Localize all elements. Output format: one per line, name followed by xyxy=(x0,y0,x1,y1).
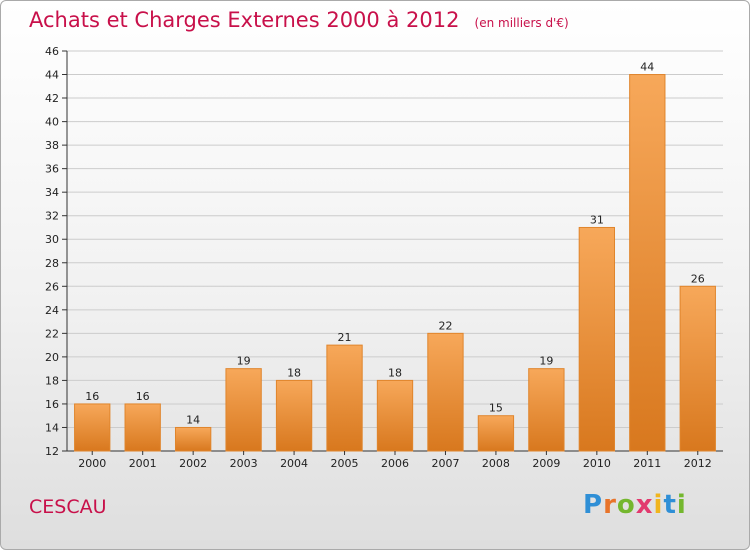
x-tick-label: 2004 xyxy=(280,457,308,470)
logo-letter: i xyxy=(676,490,687,520)
bar-value-label: 16 xyxy=(136,390,150,403)
y-tick-label: 40 xyxy=(45,116,59,129)
x-tick-label: 2002 xyxy=(179,457,207,470)
x-tick-label: 2006 xyxy=(381,457,409,470)
bar xyxy=(225,368,262,452)
bar-value-label: 18 xyxy=(388,366,402,379)
y-tick-label: 12 xyxy=(45,445,59,458)
y-tick-label: 42 xyxy=(45,92,59,105)
y-tick-label: 38 xyxy=(45,139,59,152)
bar xyxy=(578,226,616,452)
x-tick-label: 2007 xyxy=(431,457,459,470)
x-tick-label: 2008 xyxy=(482,457,510,470)
y-tick-label: 30 xyxy=(45,233,59,246)
bar xyxy=(376,379,414,452)
logo-letter: i xyxy=(653,490,664,520)
y-tick-label: 26 xyxy=(45,280,59,293)
y-tick-label: 14 xyxy=(45,421,59,434)
y-tick-label: 46 xyxy=(45,45,59,58)
bar xyxy=(629,74,666,452)
bar-value-label: 31 xyxy=(590,213,604,226)
x-tick-label: 2011 xyxy=(633,457,661,470)
x-tick-label: 2012 xyxy=(684,457,712,470)
proxiti-logo: Proxiti xyxy=(583,490,687,520)
logo-letter: x xyxy=(635,490,654,520)
bar-value-label: 18 xyxy=(287,366,301,379)
y-tick-label: 22 xyxy=(45,327,59,340)
bar xyxy=(679,285,716,452)
y-tick-label: 16 xyxy=(45,398,59,411)
chart-title: Achats et Charges Externes 2000 à 2012 (… xyxy=(29,8,569,32)
chart-unit-note: (en milliers d'€) xyxy=(474,16,569,30)
bar-value-label: 19 xyxy=(237,355,251,368)
bar-value-label: 44 xyxy=(640,61,654,74)
logo-letter: t xyxy=(663,490,677,520)
bar xyxy=(174,426,212,452)
x-tick-label: 2003 xyxy=(230,457,258,470)
y-tick-label: 44 xyxy=(45,69,59,82)
x-tick-label: 2009 xyxy=(532,457,560,470)
bar-value-label: 22 xyxy=(438,319,452,332)
bar xyxy=(275,379,313,452)
bar-value-label: 21 xyxy=(338,331,352,344)
bar-value-label: 26 xyxy=(691,272,705,285)
y-tick-label: 32 xyxy=(45,210,59,223)
logo-letter: r xyxy=(603,490,617,520)
bar-value-label: 14 xyxy=(186,413,200,426)
bar-value-label: 16 xyxy=(85,390,99,403)
chart-title-text: Achats et Charges Externes 2000 à 2012 xyxy=(29,8,460,32)
bar-value-label: 15 xyxy=(489,402,503,415)
y-tick-label: 20 xyxy=(45,351,59,364)
y-tick-label: 28 xyxy=(45,257,59,270)
commune-name: CESCAU xyxy=(29,496,107,518)
y-tick-label: 34 xyxy=(45,186,59,199)
x-tick-label: 2005 xyxy=(331,457,359,470)
x-tick-label: 2000 xyxy=(78,457,106,470)
y-tick-label: 18 xyxy=(45,374,59,387)
bar xyxy=(427,332,464,452)
y-tick-label: 24 xyxy=(45,304,59,317)
bar-value-label: 19 xyxy=(539,355,553,368)
bar xyxy=(477,415,515,452)
bar xyxy=(74,403,111,452)
logo-letter: P xyxy=(583,490,604,520)
bar xyxy=(528,368,565,452)
y-tick-label: 36 xyxy=(45,163,59,176)
x-tick-label: 2001 xyxy=(129,457,157,470)
bar xyxy=(326,344,363,452)
x-tick-label: 2010 xyxy=(583,457,611,470)
logo-letter: o xyxy=(616,490,636,520)
bar xyxy=(124,403,161,452)
